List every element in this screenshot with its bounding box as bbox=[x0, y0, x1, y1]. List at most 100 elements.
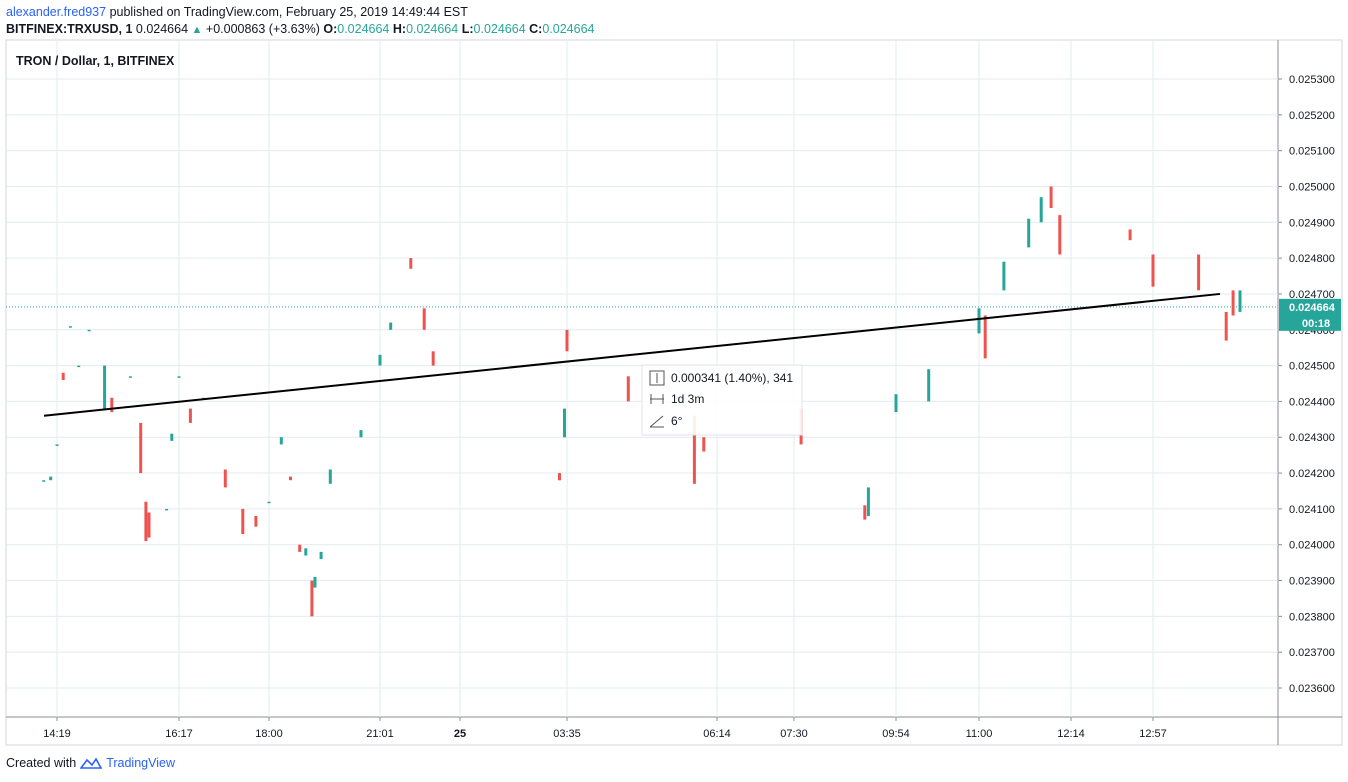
low-value: 0.024664 bbox=[473, 22, 526, 36]
y-tick-label: 0.024800 bbox=[1289, 253, 1335, 265]
time-axis[interactable]: 14:19 16:17 18:00 21:01 25 03:35 06:14 07:30 09:… bbox=[43, 717, 1167, 740]
measure-price: 0.000341 (1.40%), 341 bbox=[671, 371, 793, 385]
candle-up bbox=[894, 394, 898, 413]
x-tick-label: 06:14 bbox=[703, 728, 731, 740]
candle-down bbox=[188, 408, 192, 423]
price-axis[interactable]: 0.025300 0.025200 0.025100 0.025000 0.024900… bbox=[1278, 74, 1335, 695]
y-tick-label: 0.024700 bbox=[1289, 289, 1335, 301]
y-tick-label: 0.024000 bbox=[1289, 540, 1335, 552]
triangle-up-icon: ▲ bbox=[191, 24, 203, 36]
candle-down bbox=[144, 501, 148, 542]
y-tick-label: 0.024300 bbox=[1289, 432, 1335, 444]
x-tick-label: 14:19 bbox=[43, 728, 71, 740]
candle-up bbox=[389, 322, 393, 330]
candle-up bbox=[87, 329, 91, 332]
candle-up bbox=[1027, 218, 1031, 248]
x-tick-label: 25 bbox=[454, 728, 466, 740]
candle-down bbox=[558, 473, 561, 481]
time-range-icon bbox=[650, 394, 664, 404]
candle-down bbox=[147, 512, 151, 538]
close-label: C: bbox=[529, 22, 543, 36]
y-tick-label: 0.025000 bbox=[1289, 181, 1335, 193]
candle-up bbox=[319, 551, 323, 560]
candle-up bbox=[359, 430, 363, 438]
candle-up bbox=[77, 365, 81, 368]
candle-up bbox=[866, 487, 870, 517]
candle-down bbox=[1151, 254, 1155, 287]
candle-down bbox=[289, 476, 292, 481]
y-tick-label: 0.024900 bbox=[1289, 217, 1335, 229]
price-tag-value: 0.024664 bbox=[1289, 302, 1336, 314]
tradingview-link[interactable]: TradingView bbox=[106, 756, 175, 770]
candle-down bbox=[61, 372, 65, 380]
x-tick-label: 03:35 bbox=[553, 728, 581, 740]
x-tick-label: 12:14 bbox=[1057, 728, 1085, 740]
y-tick-label: 0.024500 bbox=[1289, 361, 1335, 373]
price-tag-box bbox=[1279, 298, 1341, 331]
y-tick-label: 0.024100 bbox=[1289, 504, 1335, 516]
candle-up bbox=[128, 376, 132, 378]
trend-line[interactable] bbox=[43, 292, 1221, 417]
candle-up bbox=[279, 437, 283, 445]
y-tick-label: 0.024200 bbox=[1289, 468, 1335, 480]
candle-down bbox=[626, 376, 630, 402]
ohlc-line: BITFINEX:TRXUSD, 1 0.024664 ▲ +0.000863 … bbox=[6, 22, 594, 36]
candle-down bbox=[139, 422, 143, 474]
y-tick-label: 0.025200 bbox=[1289, 110, 1335, 122]
close-value: 0.024664 bbox=[542, 22, 595, 36]
measure-tooltip: 0.000341 (1.40%), 341 1d 3m 6° bbox=[641, 364, 803, 436]
candle-up bbox=[170, 433, 174, 441]
candle-down bbox=[1049, 186, 1053, 208]
open-label: O: bbox=[323, 22, 338, 36]
open-value: 0.024664 bbox=[337, 22, 390, 36]
candle-down bbox=[702, 437, 706, 452]
candle-up bbox=[1002, 261, 1006, 291]
y-tick-label: 0.023700 bbox=[1289, 647, 1335, 659]
change-value: +0.000863 (+3.63%) bbox=[205, 22, 320, 36]
author-link[interactable]: alexander.fred937 bbox=[6, 5, 107, 19]
low-label: L: bbox=[461, 22, 474, 36]
price-range-icon bbox=[649, 370, 665, 386]
candle-down bbox=[409, 258, 413, 269]
y-tick-label: 0.024400 bbox=[1289, 396, 1335, 408]
candle-down bbox=[431, 351, 435, 366]
chart-frame bbox=[5, 39, 1343, 746]
candle-down bbox=[254, 516, 258, 527]
y-tick-label: 0.023800 bbox=[1289, 611, 1335, 623]
measure-box bbox=[641, 364, 803, 436]
candle-down bbox=[1197, 254, 1201, 291]
candle-up bbox=[378, 354, 382, 366]
y-tick-label: 0.025100 bbox=[1289, 146, 1335, 158]
candle-up bbox=[177, 376, 181, 378]
legend-title: TRON / Dollar, 1, BITFINEX bbox=[16, 54, 175, 68]
candle-up bbox=[304, 548, 308, 556]
y-tick-label: 0.023900 bbox=[1289, 576, 1335, 588]
x-tick-label: 18:00 bbox=[255, 728, 283, 740]
candle-up bbox=[68, 326, 72, 328]
x-tick-label: 16:17 bbox=[165, 728, 193, 740]
x-tick-label: 09:54 bbox=[882, 728, 910, 740]
measure-time: 1d 3m bbox=[671, 392, 704, 406]
candle-down bbox=[1231, 290, 1235, 316]
publish-line: alexander.fred937 published on TradingVi… bbox=[6, 5, 468, 19]
candle-up bbox=[103, 365, 107, 409]
x-tick-label: 21:01 bbox=[366, 728, 394, 740]
symbol-label: BITFINEX:TRXUSD, 1 bbox=[6, 22, 133, 36]
price-tag: 0.024664 00:18 bbox=[1279, 298, 1341, 331]
candle-down bbox=[983, 315, 987, 359]
candle-up bbox=[563, 408, 566, 438]
candle-up bbox=[55, 444, 59, 446]
candle-up bbox=[328, 469, 332, 484]
candle-up bbox=[42, 480, 46, 482]
tradingview-logo-icon bbox=[80, 757, 103, 769]
candle-up bbox=[313, 576, 317, 588]
measure-angle: 6° bbox=[671, 414, 683, 428]
candle-down bbox=[241, 508, 245, 534]
y-tick-label: 0.023600 bbox=[1289, 683, 1335, 695]
candle-up bbox=[165, 508, 169, 511]
created-with-label: Created with bbox=[6, 756, 77, 770]
candle-down bbox=[565, 329, 569, 352]
candle-up bbox=[267, 501, 271, 504]
x-tick-label: 11:00 bbox=[966, 728, 993, 740]
